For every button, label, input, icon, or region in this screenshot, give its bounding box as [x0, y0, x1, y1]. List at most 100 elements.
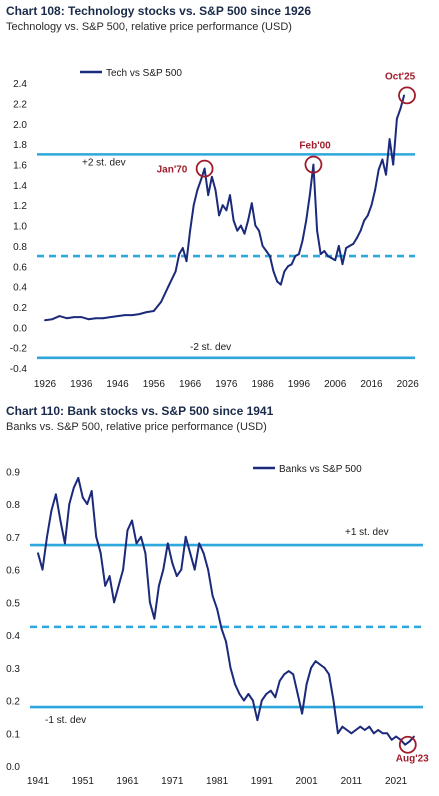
data-point — [310, 666, 312, 669]
y-tick-label: 1.8 — [13, 140, 27, 151]
y-tick-label: 2.0 — [13, 120, 27, 131]
y-tick-label: 1.2 — [13, 201, 27, 212]
data-point — [123, 314, 126, 316]
chart-plot: 0.0 0.1 0.2 0.3 0.4 0.5 0.6 0.7 0.8 0.9 1941 1951 19… — [6, 464, 429, 787]
data-point — [395, 735, 397, 738]
data-point — [256, 719, 259, 722]
annotation-label: Feb'00 — [299, 141, 331, 152]
data-point — [174, 270, 177, 273]
x-tick-label: 2026 — [397, 379, 420, 390]
y-tick-label: 0.2 — [13, 303, 27, 314]
data-point — [305, 219, 308, 222]
data-point — [316, 229, 318, 232]
data-point — [196, 189, 199, 191]
data-point — [332, 699, 335, 702]
data-point — [51, 318, 54, 321]
data-point — [232, 219, 235, 222]
data-point — [413, 735, 415, 738]
data-point — [193, 568, 196, 571]
data-point — [144, 552, 147, 555]
data-point — [330, 257, 333, 259]
reference-line-label: +2 st. dev — [82, 157, 126, 168]
reference-line-label: -2 st. dev — [190, 342, 231, 353]
data-point — [238, 693, 241, 695]
data-point — [240, 224, 242, 227]
data-point — [50, 509, 53, 512]
data-point — [108, 575, 111, 577]
data-point — [221, 204, 224, 207]
data-point — [117, 585, 120, 587]
reference-line-label: +1 st. dev — [345, 527, 389, 538]
data-point — [269, 689, 272, 692]
x-tick-label: 1981 — [206, 776, 229, 787]
data-point — [104, 585, 107, 587]
data-point — [381, 158, 384, 161]
data-point — [102, 317, 104, 320]
x-tick-label: 1946 — [106, 379, 129, 390]
data-point — [46, 535, 48, 538]
chart-title: Chart 108: Technology stocks vs. S&P 500… — [6, 4, 312, 18]
data-point — [149, 601, 151, 604]
x-tick-label: 2021 — [385, 776, 408, 787]
data-point — [296, 693, 299, 695]
data-point — [328, 673, 330, 676]
y-tick-label: 0.0 — [6, 762, 20, 773]
data-point — [276, 280, 279, 283]
x-tick-label: 1991 — [251, 776, 274, 787]
y-tick-label: 0.8 — [13, 242, 27, 253]
data-point — [189, 552, 192, 555]
data-point — [243, 699, 245, 702]
data-point — [58, 315, 61, 317]
x-tick-label: 1936 — [70, 379, 93, 390]
data-point — [86, 503, 89, 505]
data-point — [94, 317, 97, 320]
data-point — [218, 214, 221, 217]
y-tick-label: -0.4 — [10, 364, 28, 375]
data-point — [72, 486, 75, 489]
data-point — [356, 236, 358, 239]
data-point — [370, 204, 373, 207]
data-point — [207, 568, 210, 571]
y-tick-label: 0.6 — [6, 566, 20, 577]
x-tick-label: 2006 — [324, 379, 347, 390]
reference-line-label: -1 st. dev — [45, 715, 86, 726]
data-point — [59, 519, 62, 522]
chart-title: Chart 110: Bank stocks vs. S&P 500 since… — [6, 404, 274, 418]
data-point — [131, 314, 134, 316]
data-point — [301, 712, 303, 715]
x-tick-label: 2016 — [360, 379, 383, 390]
data-point — [312, 163, 315, 166]
annotation-circle — [398, 86, 416, 105]
data-point — [290, 263, 293, 266]
data-point — [216, 608, 219, 610]
data-point — [319, 253, 322, 256]
data-point — [292, 673, 295, 676]
data-point — [109, 316, 112, 318]
data-point — [87, 318, 90, 321]
data-point — [354, 729, 357, 731]
data-point — [225, 209, 228, 212]
data-point — [158, 585, 160, 587]
data-point — [202, 552, 205, 555]
data-point — [385, 173, 387, 176]
y-tick-label: 1.0 — [13, 222, 27, 233]
data-point — [279, 283, 282, 286]
y-tick-label: 0.7 — [6, 533, 20, 544]
data-point — [153, 617, 156, 620]
data-point — [337, 245, 340, 247]
chart-plot: -0.4 -0.2 0.0 0.2 0.4 0.6 0.8 1.0 1.2 1.4 1.6 1.8 2.… — [10, 68, 420, 390]
data-point — [167, 285, 170, 288]
data-point — [185, 260, 188, 263]
data-point — [272, 270, 275, 273]
legend-label: Tech vs S&P 500 — [106, 68, 182, 79]
x-tick-label: 1996 — [288, 379, 311, 390]
annotation-label: Aug'23 — [396, 754, 429, 765]
data-point — [99, 552, 102, 555]
data-point — [337, 732, 339, 735]
data-point — [81, 496, 84, 499]
data-point — [243, 232, 246, 235]
data-point — [334, 259, 337, 262]
data-point — [352, 243, 355, 245]
y-tick-label: 2.4 — [13, 79, 27, 90]
data-point — [408, 740, 411, 743]
